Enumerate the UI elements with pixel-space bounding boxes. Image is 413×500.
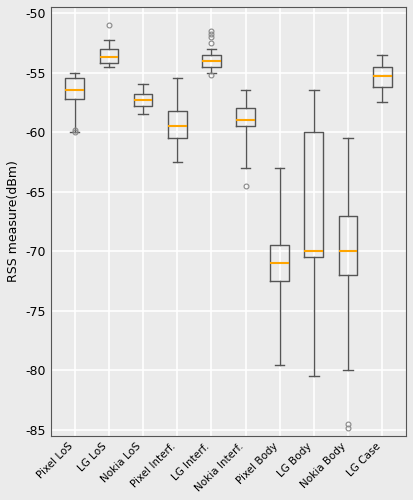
Y-axis label: RSS measure(dBm): RSS measure(dBm)	[7, 160, 20, 282]
